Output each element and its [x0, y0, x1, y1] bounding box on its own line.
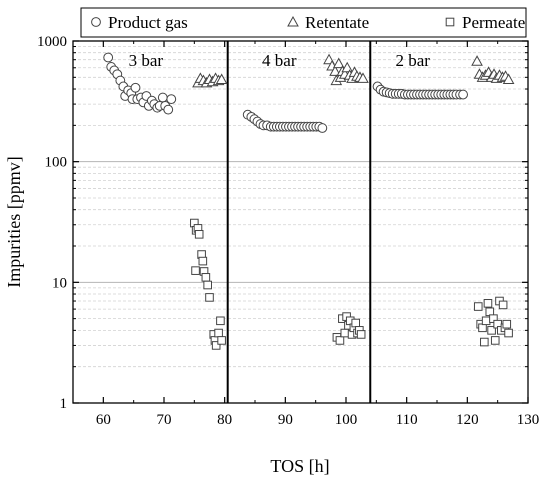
retentate-point: [332, 57, 345, 69]
permeate-point: [490, 336, 500, 345]
permeate-point: [203, 280, 212, 290]
retentate-point: [329, 65, 341, 76]
permeate-point: [214, 328, 223, 338]
y-tick-label: 100: [45, 155, 68, 171]
x-tick-label: 70: [157, 412, 172, 428]
permeate-point: [483, 299, 493, 308]
permeate-point: [498, 300, 508, 310]
x-tick-label: 100: [335, 412, 358, 428]
permeate-point: [211, 341, 221, 350]
region-label: 3 bar: [129, 51, 164, 70]
x-tick-label: 80: [217, 412, 232, 428]
permeate-point: [356, 330, 366, 339]
permeate-point: [351, 318, 361, 328]
y-tick-label: 1: [60, 396, 68, 412]
permeate-point: [473, 302, 483, 311]
y-tick-label: 1000: [37, 34, 67, 50]
region-labels: 3 bar 4 bar 2 bar: [129, 51, 431, 70]
permeate-point: [201, 273, 211, 282]
permeate-point: [335, 336, 345, 345]
y-tick-label: 10: [52, 275, 67, 291]
product-gas-point: [157, 92, 168, 103]
permeate-point: [198, 256, 208, 266]
permeate-point: [205, 293, 214, 302]
plot-frame: [72, 40, 529, 404]
permeate-point: [504, 328, 513, 338]
legend-marker-square: [445, 17, 455, 27]
legend-marker-circle: [91, 17, 101, 27]
product-gas-point: [103, 52, 114, 63]
permeate-point: [216, 316, 225, 326]
permeate-point: [481, 316, 491, 326]
region-label: 2 bar: [395, 51, 430, 70]
y-axis-label: Impurities [ppmv]: [4, 156, 24, 287]
x-tick-label: 130: [517, 412, 540, 428]
x-tick-label: 120: [456, 412, 479, 428]
legend: Product gas Retentate Permeate: [80, 7, 527, 38]
pressure-separators: [226, 41, 372, 403]
permeate-point: [502, 319, 512, 329]
product-gas-point: [317, 123, 328, 133]
product-gas-point: [458, 89, 468, 100]
permeate-point: [478, 323, 487, 333]
product-gas-point: [163, 104, 174, 115]
x-axis-label: TOS [h]: [270, 456, 329, 476]
permeate-point: [480, 337, 489, 347]
retentate-point: [502, 73, 515, 84]
data-points: [103, 52, 515, 350]
x-tick-label: 90: [278, 412, 293, 428]
retentate-point: [471, 55, 483, 66]
legend-marker-triangle: [287, 15, 299, 27]
permeate-point: [191, 266, 200, 275]
legend-label: Product gas: [108, 13, 188, 32]
region-label: 4 bar: [262, 51, 297, 70]
retentate-point: [215, 73, 228, 84]
permeate-point: [194, 230, 204, 239]
x-tick-label: 60: [96, 412, 111, 428]
product-gas-point: [130, 82, 141, 93]
legend-label: Retentate: [305, 13, 369, 32]
legend-label: Permeate: [462, 13, 525, 32]
permeate-point: [340, 328, 350, 338]
retentate-point: [357, 72, 369, 83]
x-tick-label: 110: [396, 412, 418, 428]
product-gas-point: [166, 94, 177, 104]
permeate-point: [217, 336, 226, 345]
permeate-point: [487, 326, 496, 335]
